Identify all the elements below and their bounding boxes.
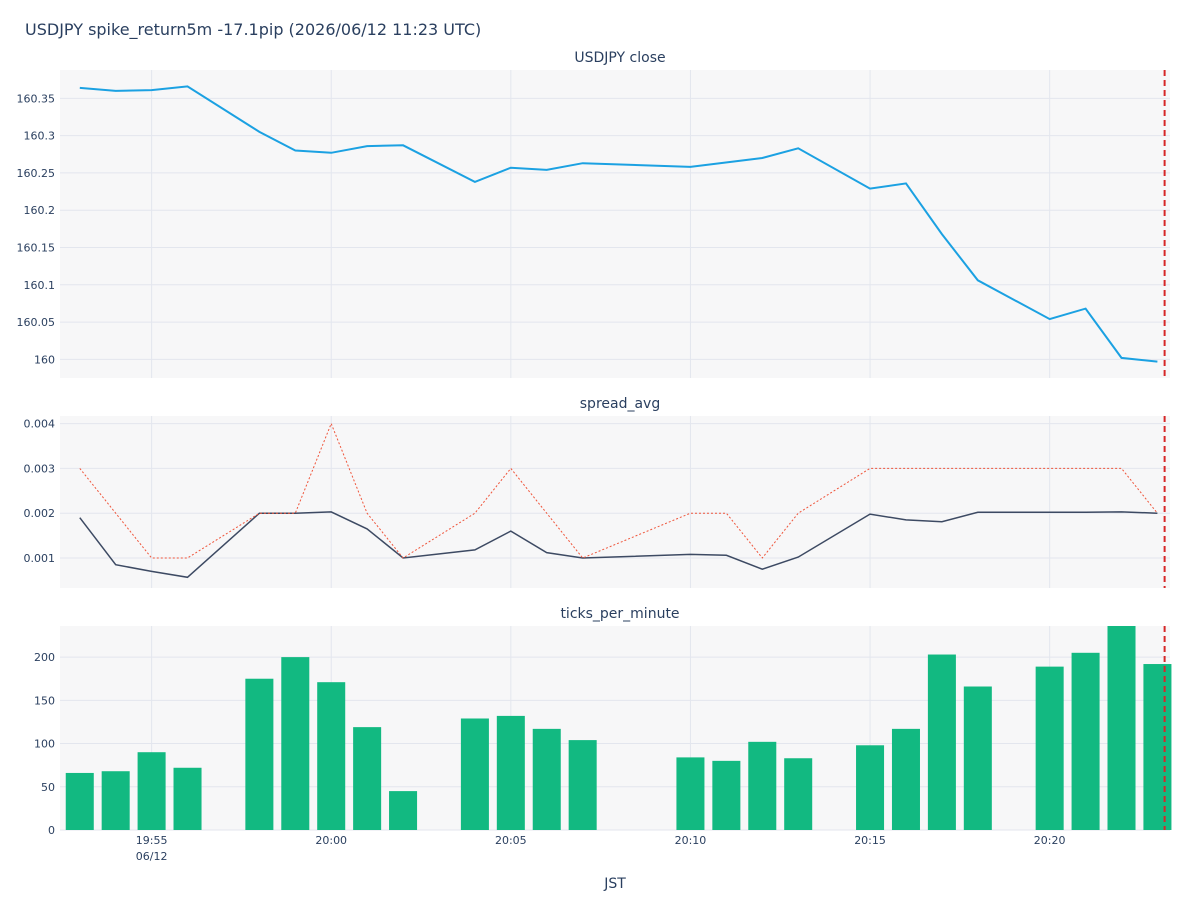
bar xyxy=(245,678,274,830)
bar xyxy=(389,791,418,830)
y-tick-label: 160.35 xyxy=(17,92,56,105)
panel-1: 160 160.05 160.1 160.15 160.2 160.25 160.3 160.… xyxy=(17,50,1170,378)
chart-title: USDJPY spike_return5m -17.1pip (2026/06/… xyxy=(25,20,481,40)
bar xyxy=(353,727,382,830)
bar xyxy=(676,757,705,830)
x-tick-label: 20:15 xyxy=(854,834,886,847)
bar xyxy=(65,772,94,830)
y-tick-label: 0 xyxy=(48,824,55,837)
bar xyxy=(568,740,597,830)
spread-avg-line xyxy=(79,511,1158,579)
y-tick-label: 160.05 xyxy=(17,316,56,329)
x-tick-date-label: 06/12 xyxy=(136,850,168,863)
bar xyxy=(748,741,777,830)
y-tick-label: 200 xyxy=(34,651,55,664)
panel-title: USDJPY close xyxy=(574,50,665,66)
panel-background xyxy=(60,70,1170,378)
y-tick-label: 150 xyxy=(34,694,55,707)
y-tick-label: 160.25 xyxy=(17,167,56,180)
y-tick-label: 160.15 xyxy=(17,241,56,254)
y-tick-label: 0.003 xyxy=(24,462,56,475)
y-tick-label: 160 xyxy=(34,353,55,366)
bar xyxy=(856,745,885,830)
bar xyxy=(1143,664,1172,830)
bar xyxy=(460,718,489,830)
bar xyxy=(927,654,956,830)
y-tick-label: 160.3 xyxy=(24,130,56,143)
x-tick-label: 19:55 xyxy=(136,834,168,847)
y-tick-label: 160.2 xyxy=(24,204,56,217)
bar xyxy=(173,767,202,830)
bar xyxy=(281,657,310,830)
bar xyxy=(532,728,561,830)
y-tick-label: 100 xyxy=(34,738,55,751)
bar xyxy=(963,686,992,830)
close-line xyxy=(79,85,1158,363)
bar xyxy=(496,715,525,830)
bar xyxy=(137,752,166,830)
bar xyxy=(1071,652,1100,830)
bar xyxy=(1107,626,1136,830)
panel-3: 0 50 100 150 200 ticks_per_minute xyxy=(34,606,1172,837)
panel-title: spread_avg xyxy=(580,396,660,412)
y-tick-label: 50 xyxy=(41,781,55,794)
x-tick-label: 20:00 xyxy=(315,834,347,847)
x-tick-label: 20:20 xyxy=(1034,834,1066,847)
panel-background xyxy=(60,416,1170,588)
panel-2: 0.001 0.002 0.003 0.004 spread_avg xyxy=(24,396,1170,588)
y-tick-label: 0.001 xyxy=(24,552,56,565)
x-tick-label: 20:10 xyxy=(675,834,707,847)
bar xyxy=(891,728,920,830)
bar xyxy=(784,758,813,830)
bar xyxy=(1035,666,1064,830)
y-tick-label: 0.002 xyxy=(24,507,56,520)
x-tick-label: 20:05 xyxy=(495,834,527,847)
x-axis-title: JST xyxy=(603,876,626,892)
y-tick-label: 0.004 xyxy=(24,418,56,431)
y-tick-label: 160.1 xyxy=(24,279,56,292)
bar xyxy=(712,760,741,830)
bar xyxy=(101,771,130,830)
bar xyxy=(317,682,346,830)
panel-background xyxy=(60,626,1170,830)
panel-title: ticks_per_minute xyxy=(560,606,679,622)
